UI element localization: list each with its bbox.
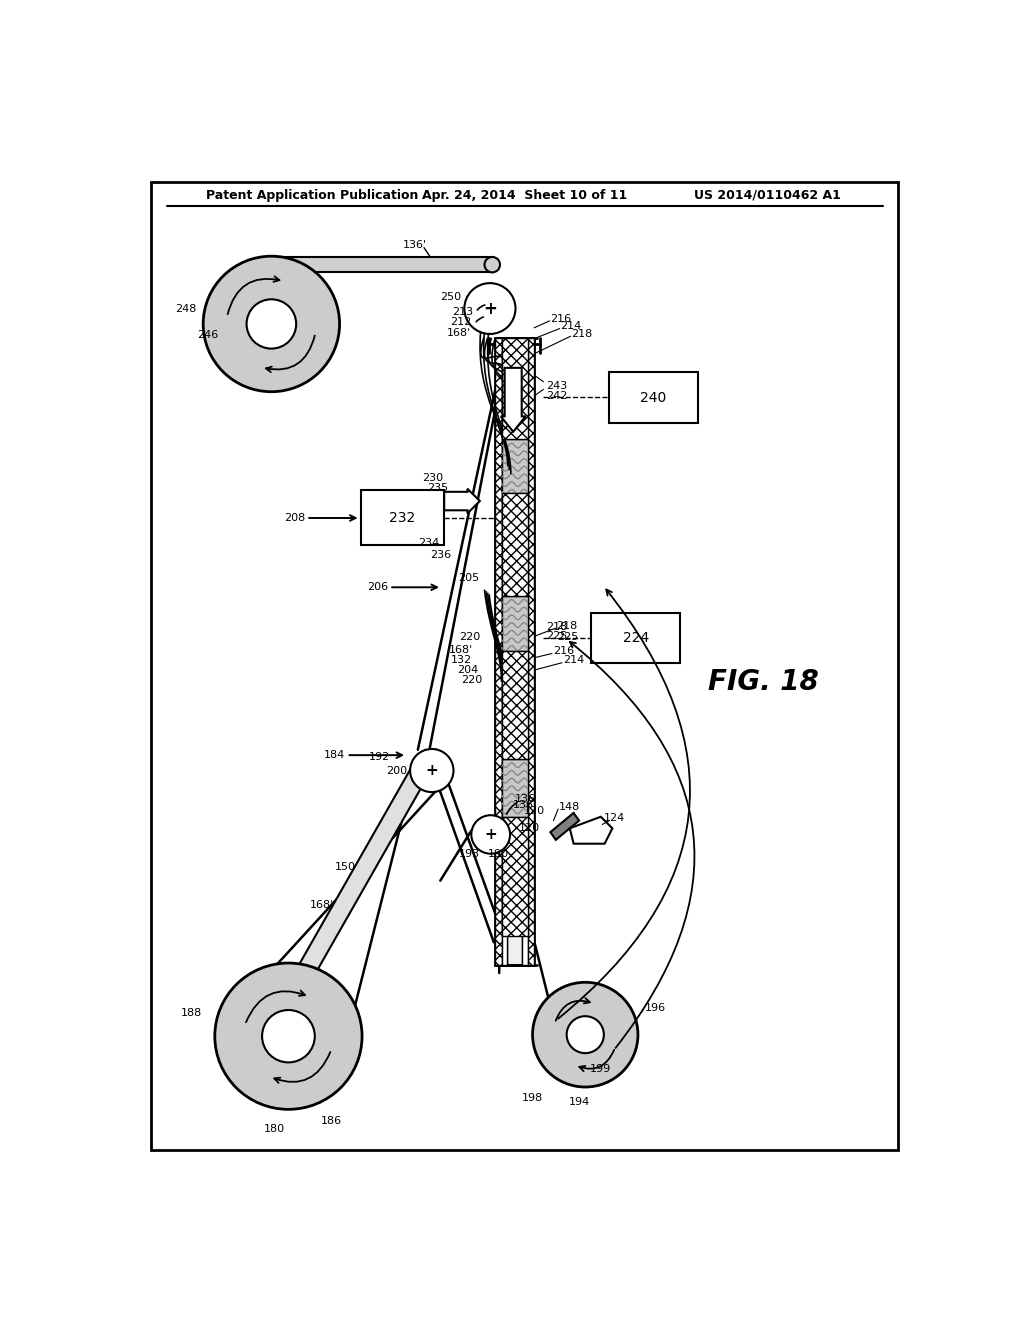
Text: 246: 246 [198, 330, 218, 341]
Text: 214: 214 [563, 656, 584, 665]
Bar [507, 338, 522, 965]
Text: 224: 224 [623, 631, 649, 645]
Text: 218: 218 [546, 622, 567, 631]
Text: 150: 150 [335, 862, 355, 871]
Text: 208: 208 [284, 513, 305, 523]
Text: 188: 188 [181, 1008, 202, 1018]
Text: 196: 196 [644, 1003, 666, 1012]
Text: 218: 218 [557, 620, 578, 631]
Text: +: + [484, 826, 497, 842]
Bar [360, 490, 444, 545]
Text: 242: 242 [546, 391, 567, 400]
Text: 234: 234 [418, 539, 439, 548]
Text: 248: 248 [175, 304, 197, 314]
Text: 220: 220 [459, 632, 480, 643]
Text: 250: 250 [440, 292, 462, 302]
Text: Apr. 24, 2014  Sheet 10 of 11: Apr. 24, 2014 Sheet 10 of 11 [422, 189, 628, 202]
Circle shape [464, 284, 515, 334]
Text: 136: 136 [515, 795, 537, 804]
Polygon shape [298, 762, 431, 975]
Text: Patent Application Publication: Patent Application Publication [206, 189, 418, 202]
Text: 225: 225 [546, 631, 567, 640]
Polygon shape [550, 813, 579, 840]
Bar [502, 440, 528, 494]
Text: 230: 230 [422, 473, 443, 483]
Text: 235: 235 [427, 483, 449, 492]
Text: 205: 205 [459, 573, 479, 583]
Circle shape [532, 982, 638, 1088]
Text: 168': 168' [446, 329, 471, 338]
Text: 124: 124 [604, 813, 626, 824]
Text: 200: 200 [386, 766, 408, 776]
Bar [502, 338, 507, 965]
Text: 220: 220 [461, 676, 482, 685]
Text: +: + [483, 300, 497, 318]
FancyArrow shape [501, 368, 525, 432]
Text: 225: 225 [557, 632, 579, 643]
Text: 216: 216 [553, 647, 573, 656]
Bar [502, 338, 528, 440]
Text: 168': 168' [450, 644, 473, 655]
Circle shape [203, 256, 340, 392]
Text: 214: 214 [560, 321, 582, 331]
Text: 148: 148 [559, 801, 581, 812]
Bar [502, 494, 528, 595]
Text: FIG. 18: FIG. 18 [709, 668, 819, 696]
Text: 132: 132 [451, 656, 472, 665]
Text: 240: 240 [640, 391, 667, 405]
Text: 216: 216 [550, 314, 571, 323]
Bar [528, 338, 535, 965]
Text: 194: 194 [568, 1097, 590, 1107]
Bar [591, 612, 680, 663]
Bar [502, 651, 528, 759]
Text: 184: 184 [325, 750, 345, 760]
Text: 192: 192 [369, 751, 390, 762]
Bar [496, 338, 502, 965]
Text: 120: 120 [519, 824, 540, 833]
Text: 136: 136 [513, 800, 534, 810]
Text: 212: 212 [450, 317, 471, 327]
Text: +: + [425, 763, 438, 777]
Text: 190: 190 [487, 849, 509, 859]
Text: 120: 120 [523, 805, 545, 816]
Circle shape [262, 1010, 314, 1063]
Text: 243: 243 [546, 380, 567, 391]
Bar [608, 372, 697, 422]
Text: 198: 198 [522, 1093, 543, 1102]
Text: 186: 186 [321, 1115, 342, 1126]
Circle shape [247, 300, 296, 348]
Text: 180: 180 [264, 1123, 285, 1134]
Bar [522, 338, 528, 965]
Text: 199: 199 [590, 1064, 611, 1074]
Bar [271, 257, 493, 272]
Text: 236: 236 [430, 550, 451, 560]
Circle shape [566, 1016, 604, 1053]
Bar [502, 759, 528, 817]
Text: 204: 204 [457, 665, 478, 676]
Text: 193: 193 [459, 849, 479, 859]
Text: 218: 218 [571, 329, 593, 339]
Circle shape [410, 748, 454, 792]
Text: 213: 213 [453, 308, 473, 317]
Bar [502, 595, 528, 651]
Circle shape [215, 964, 362, 1109]
Circle shape [484, 257, 500, 272]
Text: 206: 206 [367, 582, 388, 593]
Text: US 2014/0110462 A1: US 2014/0110462 A1 [694, 189, 841, 202]
Text: 168': 168' [309, 900, 334, 911]
FancyArrow shape [444, 488, 480, 513]
Bar [502, 817, 528, 936]
Circle shape [471, 816, 510, 854]
Text: 232: 232 [389, 511, 416, 525]
Text: 136': 136' [402, 240, 427, 249]
